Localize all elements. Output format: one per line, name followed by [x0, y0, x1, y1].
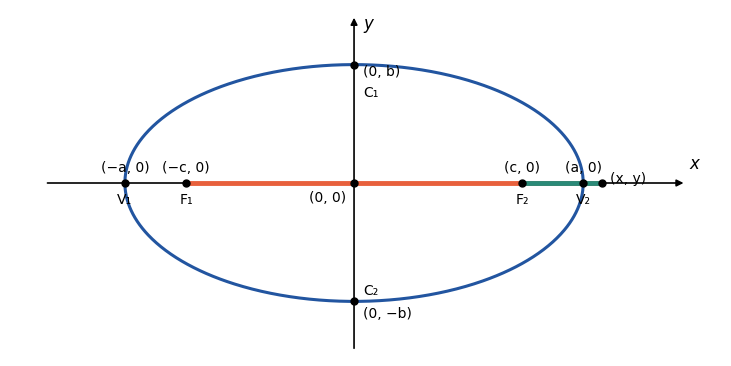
Text: y: y [363, 15, 373, 33]
Text: (c, 0): (c, 0) [504, 161, 540, 175]
Text: F₁: F₁ [179, 193, 193, 207]
Text: (0, b): (0, b) [363, 65, 401, 79]
Text: (0, 0): (0, 0) [309, 191, 346, 205]
Text: V₂: V₂ [576, 193, 591, 207]
Text: V₁: V₁ [118, 193, 132, 207]
Text: C₁: C₁ [363, 86, 379, 100]
Text: x: x [689, 155, 699, 173]
Text: F₂: F₂ [515, 193, 529, 207]
Text: (−c, 0): (−c, 0) [162, 161, 210, 175]
Text: C₂: C₂ [363, 284, 379, 298]
Text: (a, 0): (a, 0) [564, 161, 602, 175]
Text: (−a, 0): (−a, 0) [101, 161, 149, 175]
Text: (0, −b): (0, −b) [363, 307, 412, 321]
Text: (x, y): (x, y) [610, 172, 646, 186]
